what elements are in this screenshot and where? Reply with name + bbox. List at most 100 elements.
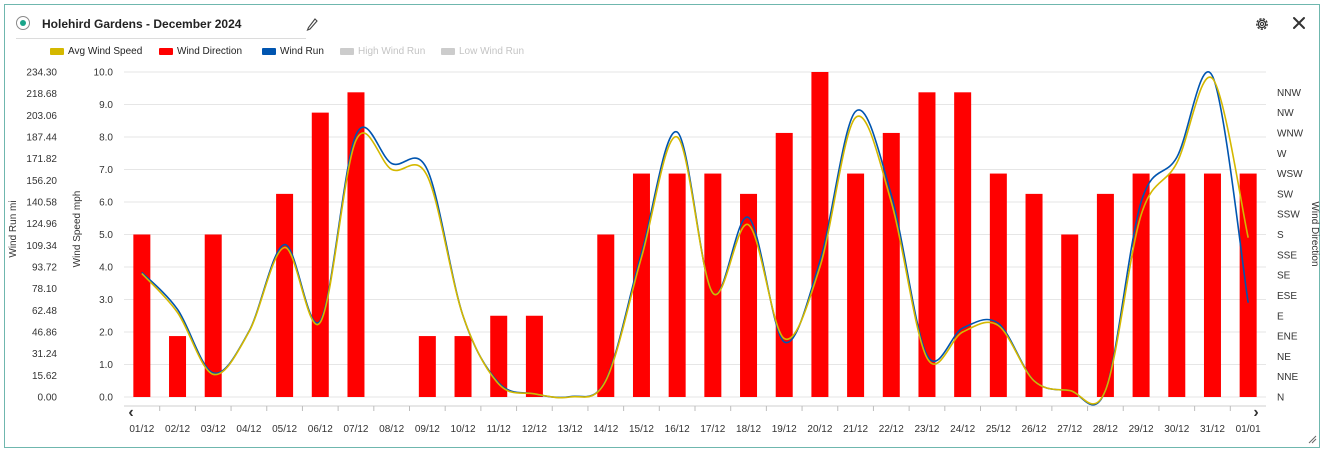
wind-direction-bar[interactable] [169, 336, 187, 397]
x-tick-label: 03/12 [201, 424, 226, 435]
axis-title-wind-speed: Wind Speed mph [72, 191, 83, 268]
x-tick-label: 01/01 [1236, 424, 1261, 435]
legend-label: Wind Direction [177, 46, 243, 57]
wind-direction-bar[interactable] [1061, 234, 1079, 398]
page-title[interactable]: Holehird Gardens - December 2024 [42, 17, 242, 31]
wind-direction-bar[interactable] [1168, 173, 1186, 397]
tick-label-wind-run: 234.30 [26, 68, 57, 79]
x-tick-label: 01/12 [129, 424, 154, 435]
tick-label-wind-speed: 1.0 [99, 360, 113, 371]
wind-direction-bar[interactable] [1096, 193, 1114, 397]
scroll-right-icon[interactable]: › [1253, 404, 1258, 421]
tick-label-wind-direction: SE [1277, 271, 1291, 282]
x-tick-label: 24/12 [950, 424, 975, 435]
wind-direction-bar[interactable] [989, 173, 1007, 397]
wind-direction-bar[interactable] [704, 173, 722, 397]
tick-label-wind-direction: SSW [1277, 210, 1300, 221]
wind-direction-bar[interactable] [954, 92, 972, 397]
legend-swatch [441, 48, 455, 55]
tick-label-wind-direction: NW [1277, 108, 1294, 119]
tick-label-wind-direction: NE [1277, 352, 1291, 363]
x-tick-label: 17/12 [700, 424, 725, 435]
wind-direction-bar[interactable] [276, 193, 294, 397]
wind-direction-bar[interactable] [882, 132, 900, 397]
axis-title-wind-run: Wind Run mi [8, 200, 19, 257]
close-icon[interactable] [1292, 16, 1306, 30]
wind-direction-bar[interactable] [1203, 173, 1221, 397]
wind-direction-bar[interactable] [1132, 173, 1150, 397]
legend-swatch [50, 48, 64, 55]
tick-label-wind-run: 78.10 [32, 284, 57, 295]
legend-label: Avg Wind Speed [68, 46, 143, 57]
x-tick-label: 09/12 [415, 424, 440, 435]
tick-label-wind-direction: SW [1277, 189, 1294, 200]
x-tick-label: 22/12 [879, 424, 904, 435]
x-tick-label: 19/12 [772, 424, 797, 435]
wind-direction-bar[interactable] [204, 234, 222, 398]
wind-direction-bar[interactable] [740, 193, 758, 397]
tick-label-wind-direction: W [1277, 149, 1287, 160]
x-tick-label: 27/12 [1057, 424, 1082, 435]
wind-direction-bar[interactable] [418, 336, 436, 397]
x-tick-label: 20/12 [807, 424, 832, 435]
pencil-icon[interactable] [306, 18, 318, 32]
x-tick-label: 11/12 [487, 424, 512, 435]
tick-label-wind-run: 218.68 [26, 89, 57, 100]
tick-label-wind-direction: ESE [1277, 291, 1297, 302]
tick-label-wind-run: 93.72 [32, 263, 57, 274]
wind-direction-bar[interactable] [1025, 193, 1043, 397]
wind-direction-bar[interactable] [597, 234, 615, 398]
x-tick-label: 15/12 [629, 424, 654, 435]
resize-handle-icon[interactable] [1308, 435, 1317, 444]
tick-label-wind-speed: 9.0 [99, 100, 113, 111]
wind-direction-bar[interactable] [918, 92, 936, 397]
x-tick-label: 31/12 [1200, 424, 1225, 435]
x-tick-label: 02/12 [165, 424, 190, 435]
x-tick-label: 23/12 [914, 424, 939, 435]
wind-run-line[interactable] [141, 71, 1249, 406]
tick-label-wind-speed: 7.0 [99, 165, 113, 176]
tick-label-wind-speed: 4.0 [99, 263, 113, 274]
tick-label-wind-speed: 6.0 [99, 198, 113, 209]
scroll-left-icon[interactable]: ‹ [128, 404, 133, 421]
tick-label-wind-direction: N [1277, 393, 1284, 404]
tick-label-wind-run: 62.48 [32, 306, 57, 317]
legend-swatch [340, 48, 354, 55]
x-tick-label: 18/12 [736, 424, 761, 435]
wind-direction-bar[interactable] [847, 173, 865, 397]
wind-direction-bar[interactable] [811, 72, 829, 397]
x-tick-label: 26/12 [1022, 424, 1047, 435]
tick-label-wind-direction: NNE [1277, 372, 1298, 383]
tick-label-wind-speed: 5.0 [99, 230, 113, 241]
tick-label-wind-run: 171.82 [26, 154, 57, 165]
legend-label: High Wind Run [358, 46, 426, 57]
x-tick-label: 30/12 [1164, 424, 1189, 435]
legend-swatch [159, 48, 173, 55]
wind-direction-bar[interactable] [668, 173, 686, 397]
wind-direction-bar[interactable] [311, 112, 329, 397]
avg-wind-speed-line[interactable] [141, 76, 1249, 405]
x-tick-label: 05/12 [272, 424, 297, 435]
x-tick-label: 04/12 [236, 424, 261, 435]
tick-label-wind-direction: WSW [1277, 169, 1303, 180]
x-tick-label: 28/12 [1093, 424, 1118, 435]
wind-direction-bar[interactable] [775, 132, 793, 397]
wind-direction-bar[interactable] [1239, 173, 1257, 397]
gear-icon[interactable] [1254, 16, 1270, 32]
tick-label-wind-run: 124.96 [26, 219, 57, 230]
wind-direction-bar[interactable] [525, 315, 543, 397]
tick-label-wind-direction: WNW [1277, 128, 1304, 139]
wind-direction-bar[interactable] [632, 173, 650, 397]
wind-direction-bar[interactable] [133, 234, 151, 398]
tick-label-wind-speed: 10.0 [94, 68, 114, 79]
tick-label-wind-run: 140.58 [26, 198, 57, 209]
legend-swatch [262, 48, 276, 55]
tick-label-wind-speed: 3.0 [99, 295, 113, 306]
tick-label-wind-run: 15.62 [32, 371, 57, 382]
wind-direction-bar[interactable] [347, 92, 365, 397]
wind-direction-bar[interactable] [454, 336, 472, 397]
x-tick-label: 08/12 [379, 424, 404, 435]
x-tick-label: 06/12 [308, 424, 333, 435]
tick-label-wind-direction: E [1277, 311, 1284, 322]
